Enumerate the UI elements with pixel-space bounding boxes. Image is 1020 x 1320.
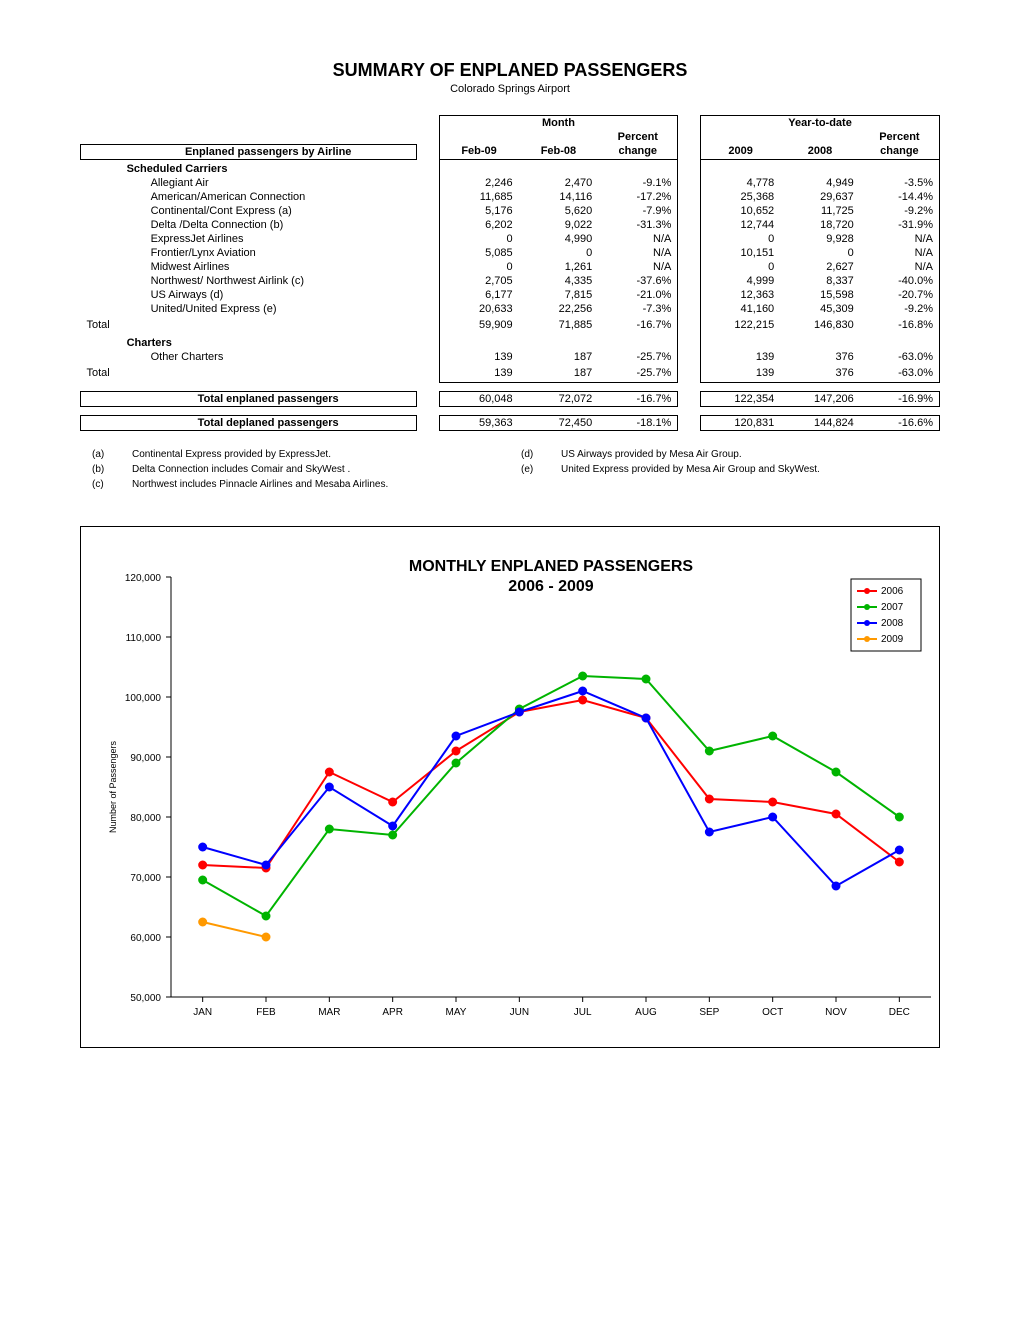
table-row: ExpressJet Airlines04,990N/A09,928N/A [81,232,940,246]
table-row: Continental/Cont Express (a)5,1765,620-7… [81,204,940,218]
svg-text:AUG: AUG [635,1007,657,1018]
charters-total-label: Total [81,366,121,380]
chart-total-mp: -25.7% [598,366,678,380]
enp-m2: 72,072 [519,391,599,406]
enp-y1: 122,354 [701,391,781,406]
svg-text:100,000: 100,000 [125,693,162,704]
chart-container: 50,000 60,000 70,000 80,000 90,000 100,000 110… [80,526,940,1048]
change-header-2: change [860,144,940,159]
svg-text:DEC: DEC [889,1007,910,1018]
chart-total-m1: 139 [439,366,519,380]
percent-header-1: Percent [598,130,678,144]
table-row: US Airways (d)6,1777,815-21.0%12,36315,5… [81,288,940,302]
chart-total-y1: 139 [701,366,781,380]
sched-total-yp: -16.8% [860,318,940,332]
footnotes: (a)Continental Express provided by Expre… [80,443,940,496]
month-group-header: Month [439,116,678,131]
sched-total-y1: 122,215 [701,318,781,332]
chart-total-y2: 376 [780,366,860,380]
dep-yp: -16.6% [860,415,940,430]
svg-text:MONTHLY ENPLANED PASSENGERS: MONTHLY ENPLANED PASSENGERS [409,558,694,575]
line-chart: 50,000 60,000 70,000 80,000 90,000 100,000 110… [91,547,951,1037]
percent-header-2: Percent [860,130,940,144]
svg-text:2007: 2007 [881,602,904,613]
svg-text:FEB: FEB [256,1007,276,1018]
svg-text:120,000: 120,000 [125,573,162,584]
change-header-1: change [598,144,678,159]
ytd-group-header: Year-to-date [701,116,940,131]
dep-m2: 72,450 [519,415,599,430]
svg-text:SEP: SEP [699,1007,719,1018]
table-row: Midwest Airlines01,261N/A02,627N/A [81,260,940,274]
enp-mp: -16.7% [598,391,678,406]
page-subtitle: Colorado Springs Airport [80,83,940,95]
dep-y2: 144,824 [780,415,860,430]
svg-text:Number of Passengers: Number of Passengers [108,740,118,833]
sched-total-m1: 59,909 [439,318,519,332]
table-row: United/United Express (e)20,63322,256-7.… [81,302,940,316]
enp-m1: 60,048 [439,391,519,406]
dep-m1: 59,363 [439,415,519,430]
airline-header: Enplaned passengers by Airline [121,144,417,159]
svg-text:50,000: 50,000 [130,993,161,1004]
y2008-header: 2008 [780,144,860,159]
dep-mp: -18.1% [598,415,678,430]
total-deplaned-label: Total deplaned passengers [121,415,417,430]
page-title: SUMMARY OF ENPLANED PASSENGERS [80,60,940,81]
svg-text:70,000: 70,000 [130,873,161,884]
table-row: American/American Connection11,68514,116… [81,190,940,204]
svg-text:2008: 2008 [881,618,904,629]
table-row: Allegiant Air2,2462,470-9.1%4,7784,949-3… [81,176,940,190]
passenger-table: Month Year-to-date Percent Percent Enpla… [80,115,940,431]
table-row: Other Charters139187-25.7%139376-63.0% [81,350,940,364]
svg-text:2009: 2009 [881,634,904,645]
svg-text:MAY: MAY [446,1007,467,1018]
table-row: Northwest/ Northwest Airlink (c)2,7054,3… [81,274,940,288]
svg-text:90,000: 90,000 [130,753,161,764]
feb09-header: Feb-09 [439,144,519,159]
feb08-header: Feb-08 [519,144,599,159]
y2009-header: 2009 [701,144,781,159]
chart-total-m2: 187 [519,366,599,380]
svg-text:NOV: NOV [825,1007,847,1018]
chart-total-yp: -63.0% [860,366,940,380]
total-enplaned-label: Total enplaned passengers [121,391,417,406]
table-row: Frontier/Lynx Aviation5,0850N/A10,1510N/… [81,246,940,260]
enp-y2: 147,206 [780,391,860,406]
enp-yp: -16.9% [860,391,940,406]
table-row: Delta /Delta Connection (b)6,2029,022-31… [81,218,940,232]
svg-text:80,000: 80,000 [130,813,161,824]
total-label: Total [81,318,121,332]
svg-text:MAR: MAR [318,1007,340,1018]
svg-text:JUL: JUL [574,1007,592,1018]
svg-text:JUN: JUN [510,1007,529,1018]
svg-text:60,000: 60,000 [130,933,161,944]
svg-text:OCT: OCT [762,1007,783,1018]
charters-label: Charters [121,336,417,350]
svg-text:APR: APR [382,1007,403,1018]
svg-text:JAN: JAN [193,1007,212,1018]
scheduled-label: Scheduled Carriers [121,162,417,176]
sched-total-y2: 146,830 [780,318,860,332]
svg-text:110,000: 110,000 [126,633,162,644]
svg-text:2006 - 2009: 2006 - 2009 [508,578,594,595]
svg-text:2006: 2006 [881,586,904,597]
sched-total-m2: 71,885 [519,318,599,332]
dep-y1: 120,831 [701,415,781,430]
sched-total-mp: -16.7% [598,318,678,332]
